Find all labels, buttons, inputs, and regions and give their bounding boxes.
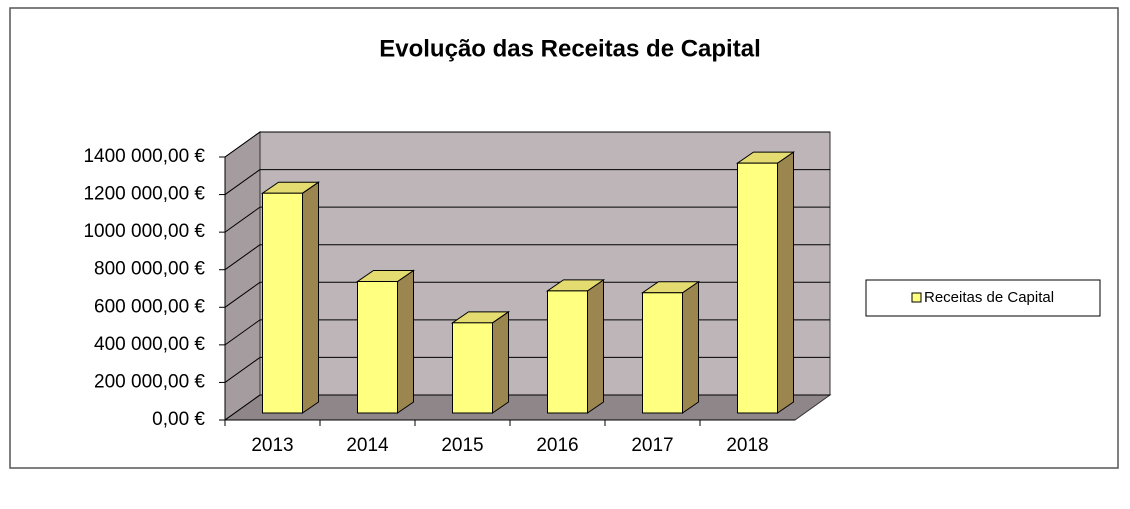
grid-line bbox=[224, 206, 261, 233]
x-tick-label: 2017 bbox=[631, 435, 673, 456]
grid-line bbox=[224, 131, 261, 158]
x-tick-label: 2015 bbox=[441, 435, 483, 456]
bar bbox=[452, 322, 493, 414]
legend-box bbox=[865, 279, 1101, 317]
bar-side bbox=[302, 181, 319, 414]
y-tick-label: 1200 000,00 € bbox=[83, 184, 205, 205]
bar-side bbox=[682, 280, 699, 414]
bar bbox=[357, 281, 398, 414]
grid-line bbox=[224, 357, 261, 383]
chart-title: Evolução das Receitas de Capital bbox=[379, 35, 760, 62]
y-tick-label: 1000 000,00 € bbox=[83, 221, 205, 242]
bar-side bbox=[777, 151, 794, 414]
y-tick-label: 0,00 € bbox=[152, 409, 205, 430]
bar-side bbox=[587, 278, 604, 414]
y-tick-label: 600 000,00 € bbox=[94, 296, 205, 317]
grid-line bbox=[224, 319, 261, 346]
grid-line bbox=[224, 394, 261, 421]
bar bbox=[547, 290, 588, 414]
bar bbox=[737, 162, 778, 414]
bar bbox=[262, 192, 303, 414]
y-tick-label: 200 000,00 € bbox=[94, 371, 205, 392]
x-tick-label: 2016 bbox=[536, 435, 578, 456]
y-tick-label: 400 000,00 € bbox=[94, 334, 205, 355]
grid-line bbox=[224, 281, 261, 308]
bar-side bbox=[397, 269, 414, 414]
legend-label: Receitas de Capital bbox=[924, 289, 1054, 306]
bar-side bbox=[492, 310, 509, 414]
x-tick-label: 2013 bbox=[251, 435, 293, 456]
bar bbox=[642, 292, 683, 414]
legend-swatch bbox=[911, 292, 922, 303]
x-tick-label: 2018 bbox=[726, 435, 768, 456]
y-tick-label: 800 000,00 € bbox=[94, 259, 205, 280]
side-wall bbox=[224, 131, 261, 421]
grid-line bbox=[224, 169, 261, 195]
y-tick-label: 1400 000,00 € bbox=[83, 146, 205, 167]
x-tick-label: 2014 bbox=[346, 435, 389, 456]
grid-line bbox=[224, 244, 261, 271]
